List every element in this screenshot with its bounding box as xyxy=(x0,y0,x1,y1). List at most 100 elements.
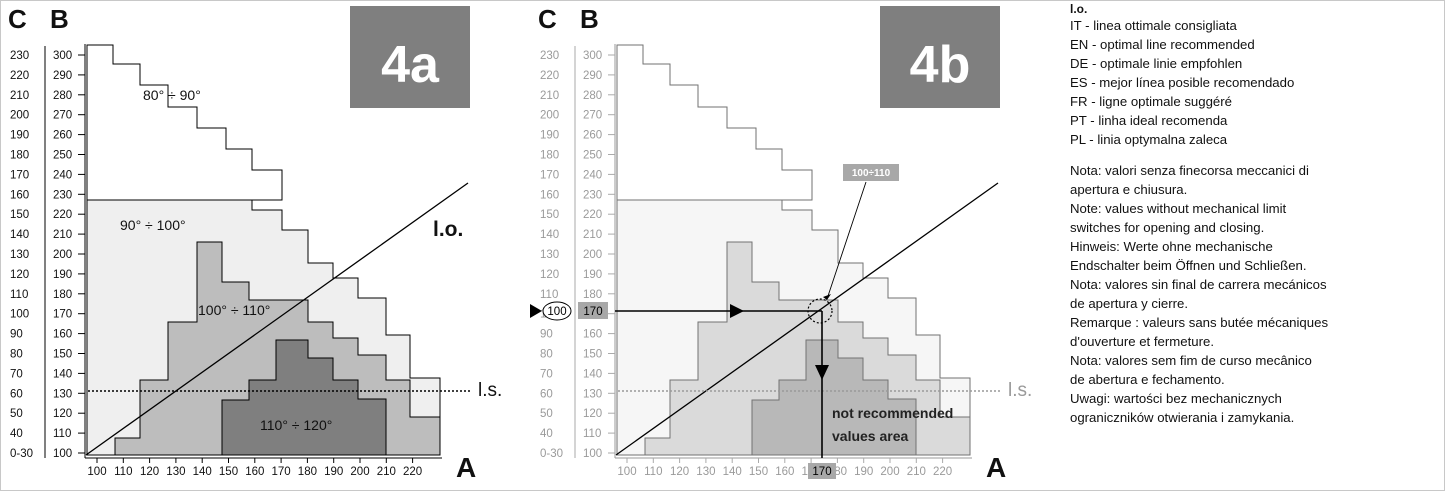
b-tick-label: 220 xyxy=(53,209,72,221)
a-tick-label: 130 xyxy=(696,466,715,478)
legend-line: DE - optimale linie empfohlen xyxy=(1070,56,1243,71)
c-tick-label: 0-30 xyxy=(10,448,33,460)
note-line: Note: values without mechanical limit xyxy=(1070,201,1287,216)
a-tick-label: 140 xyxy=(193,466,212,478)
not-recommended-line2: values area xyxy=(832,428,908,444)
c-tick-label: 200 xyxy=(540,110,559,122)
c-tick-label: 190 xyxy=(540,130,559,142)
note-line: de abertura e fechamento. xyxy=(1070,372,1225,387)
c-tick-label: 70 xyxy=(540,368,553,380)
note-line: de apertura y cierre. xyxy=(1070,296,1189,311)
c-tick-label: 160 xyxy=(540,189,559,201)
b-tick-label: 250 xyxy=(583,150,602,162)
b-tick-label: 130 xyxy=(53,388,72,400)
c-tick-label: 50 xyxy=(10,408,23,420)
b-tick-label: 120 xyxy=(583,408,602,420)
zone-80-90 xyxy=(616,44,813,201)
axis-c-label: C xyxy=(8,4,27,34)
b-tick-label: 150 xyxy=(583,349,602,361)
b-tick-label: 260 xyxy=(53,130,72,142)
b-tick-label: 200 xyxy=(583,249,602,261)
c-tick-label: 70 xyxy=(10,368,23,380)
b-tick-label: 210 xyxy=(583,229,602,241)
intersection-circle xyxy=(807,298,833,324)
note-line: Nota: valori senza finecorsa meccanici d… xyxy=(1070,163,1309,178)
zone-110-120 xyxy=(221,339,387,456)
a-tick-label: 220 xyxy=(403,466,422,478)
zones-group xyxy=(86,44,441,456)
zone-label-80-90: 80° ÷ 90° xyxy=(143,87,201,103)
b-tick-label: 160 xyxy=(53,329,72,341)
c-tick-label: 40 xyxy=(540,428,553,440)
c-tick-label: 230 xyxy=(10,50,29,62)
axis-b-label: B xyxy=(580,4,599,34)
a-value-box xyxy=(808,463,836,479)
c-tick-label: 90 xyxy=(10,329,23,341)
zone-80-90 xyxy=(86,44,283,201)
limit-line-label: l.s. xyxy=(478,380,502,401)
legend-line: EN - optimal line recommended xyxy=(1070,37,1255,52)
b-tick-label: 290 xyxy=(583,70,602,82)
c-tick-label: 140 xyxy=(540,229,559,241)
legend-title: l.o. xyxy=(1070,2,1088,16)
b-tick-label: 300 xyxy=(583,50,602,62)
horizontal-arrow-icon xyxy=(730,304,744,318)
c-tick-label: 210 xyxy=(10,90,29,102)
zones-group xyxy=(616,44,971,456)
legend-line: FR - ligne optimale suggéré xyxy=(1070,94,1232,109)
zone-label-110-120: 110° ÷ 120° xyxy=(260,417,332,433)
legend-line: IT - linea ottimale consigliata xyxy=(1070,18,1237,33)
b-tick-label: 250 xyxy=(53,150,72,162)
a-tick-label: 150 xyxy=(219,466,238,478)
b-tick-label: 160 xyxy=(583,329,602,341)
b-value-label: 170 xyxy=(583,306,602,318)
c-tick-label: 90 xyxy=(540,329,553,341)
a-tick-label: 150 xyxy=(749,466,768,478)
b-tick-label: 130 xyxy=(583,388,602,400)
b-tick-label: 140 xyxy=(583,368,602,380)
legend-line: PT - linha ideal recomenda xyxy=(1070,113,1228,128)
c-tick-label: 60 xyxy=(540,388,553,400)
note-line: Remarque : valeurs sans butée mécaniques xyxy=(1070,315,1329,330)
c-tick-label: 0-30 xyxy=(540,448,563,460)
a-tick-label: 200 xyxy=(350,466,369,478)
b-tick-label: 270 xyxy=(583,110,602,122)
b-tick-label: 110 xyxy=(53,428,71,440)
b-tick-label: 280 xyxy=(583,90,602,102)
b-tick-label: 300 xyxy=(53,50,72,62)
c-tick-label: 150 xyxy=(540,209,559,221)
badge-box xyxy=(350,6,470,108)
c-tick-label: 220 xyxy=(540,70,559,82)
callout-leader xyxy=(826,181,867,300)
callout-arrowhead-icon xyxy=(823,294,831,300)
b-value-box xyxy=(578,302,608,319)
legend-line: PL - linia optymalna zaleca xyxy=(1070,132,1228,147)
a-tick-label: 110 xyxy=(114,466,132,478)
c-tick-label: 110 xyxy=(10,289,28,301)
axis-b-label: B xyxy=(50,4,69,34)
b-tick-label: 120 xyxy=(53,408,72,420)
optimal-line xyxy=(85,182,469,456)
axis-c-label: C xyxy=(538,4,557,34)
axis-a-label: A xyxy=(986,452,1006,483)
note-line: Endschalter beim Öffnen und Schließen. xyxy=(1070,258,1307,273)
c-tick-label: 170 xyxy=(540,169,559,181)
note-line: ograniczników otwierania i zamykania. xyxy=(1070,410,1295,425)
a-tick-label: 160 xyxy=(775,466,794,478)
b-tick-label: 100 xyxy=(53,448,72,460)
c-tick-label: 80 xyxy=(10,349,23,361)
note-line: Uwagi: wartości bez mechanicznych xyxy=(1070,391,1282,406)
b-tick-label: 200 xyxy=(53,249,72,261)
c-tick-label: 200 xyxy=(10,110,29,122)
limit-line-label: l.s. xyxy=(1008,380,1032,401)
a-tick-label: 120 xyxy=(670,466,689,478)
diagram-4a: C B A 230 220 210 200 190 180 170 160 150 140 130 120 1… xyxy=(8,4,502,483)
a-tick-label: 210 xyxy=(907,466,926,478)
c-tick-label: 150 xyxy=(10,209,29,221)
b-tick-label: 190 xyxy=(53,269,72,281)
b-tick-label: 180 xyxy=(53,289,72,301)
input-arrow-icon xyxy=(530,304,542,318)
b-tick-label: 280 xyxy=(53,90,72,102)
optimal-line xyxy=(615,182,999,456)
b-tick-label: 170 xyxy=(53,309,72,321)
